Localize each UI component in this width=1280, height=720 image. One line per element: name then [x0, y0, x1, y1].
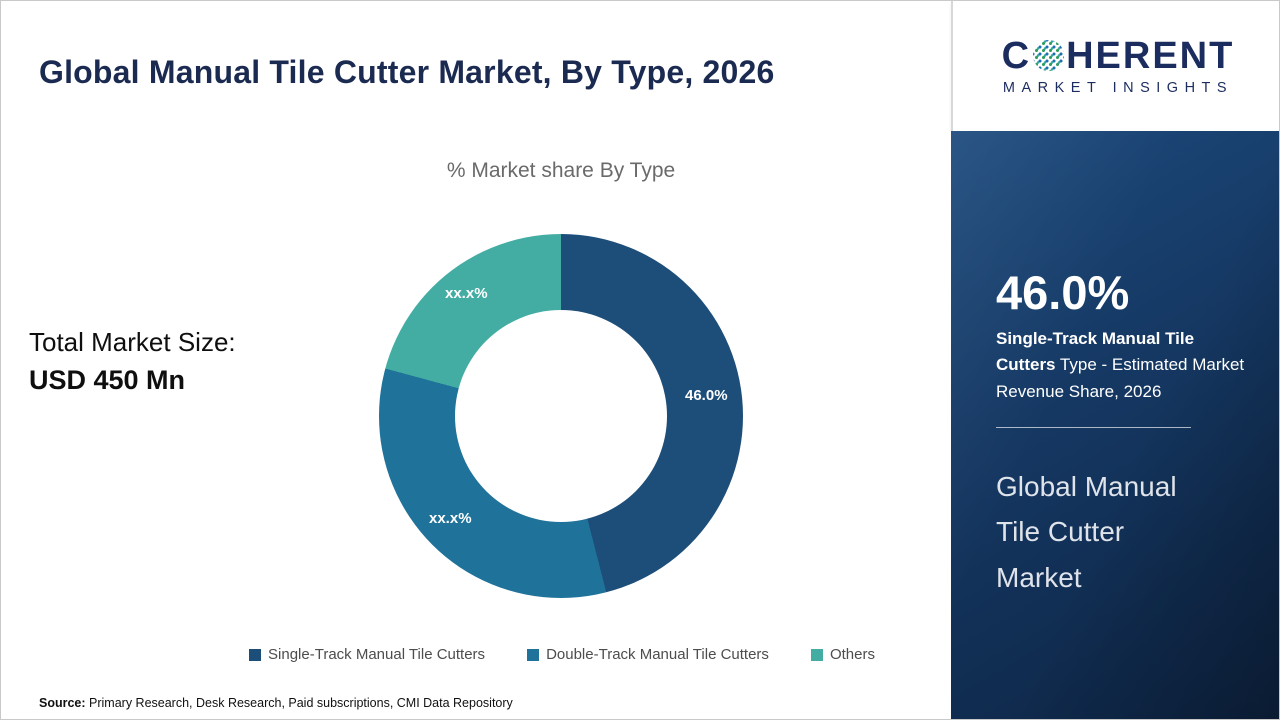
slice-label-double-track: xx.x% — [429, 510, 472, 527]
legend-item-single-track: Single-Track Manual Tile Cutters — [249, 646, 485, 663]
source-label: Source: — [39, 696, 86, 710]
stat-value: 46.0% — [996, 266, 1130, 319]
side-panel: 46.0% Single-Track Manual Tile Cutters T… — [951, 131, 1279, 719]
cmi-logo: C HERENT MARKET INSIGHTS — [951, 1, 1279, 131]
stat-description-rest: Type - Estimated Market Revenue Share, 2… — [996, 355, 1245, 401]
panel-divider — [996, 427, 1191, 429]
donut-chart-wrap: 46.0% xx.x% xx.x% — [379, 234, 743, 598]
legend-item-others: Others — [810, 646, 875, 663]
legend-label-single-track: Single-Track Manual Tile Cutters — [268, 646, 486, 663]
legend-item-double-track: Double-Track Manual Tile Cutters — [527, 646, 769, 663]
legend-swatch-double-track — [527, 648, 540, 661]
chart-legend: Single-Track Manual Tile Cutters Double-… — [179, 646, 945, 663]
legend-label-double-track: Double-Track Manual Tile Cutters — [546, 646, 769, 663]
slice-label-others: xx.x% — [445, 285, 488, 302]
source-note: Source: Primary Research, Desk Research,… — [39, 696, 513, 710]
total-market-label: Total Market Size: — [29, 327, 236, 357]
donut-hole — [455, 310, 667, 522]
panel-market-name: Global Manual Tile Cutter Market — [996, 471, 1177, 593]
slice-label-single-track: 46.0% — [685, 387, 728, 404]
stat-description-bold: Single-Track Manual Tile Cutters — [996, 329, 1195, 375]
logo-subtext: MARKET INSIGHTS — [1002, 79, 1234, 96]
legend-swatch-single-track — [249, 648, 262, 661]
logo-letter-c: C — [1001, 34, 1032, 77]
logo-globe-icon — [1033, 40, 1065, 71]
page-title: Global Manual Tile Cutter Market, By Typ… — [39, 54, 775, 91]
legend-swatch-others — [810, 648, 823, 661]
total-market-block: Total Market Size: USD 450 Mn — [29, 323, 236, 399]
total-market-value: USD 450 Mn — [29, 365, 186, 395]
logo-wordmark: C HERENT — [1002, 37, 1235, 75]
source-text: Primary Research, Desk Research, Paid su… — [85, 696, 513, 710]
logo-letters-rest: HERENT — [1066, 34, 1235, 77]
legend-label-others: Others — [829, 646, 875, 663]
stat-description: Single-Track Manual Tile Cutters Type - … — [996, 326, 1251, 405]
chart-title: % Market share By Type — [446, 159, 676, 182]
